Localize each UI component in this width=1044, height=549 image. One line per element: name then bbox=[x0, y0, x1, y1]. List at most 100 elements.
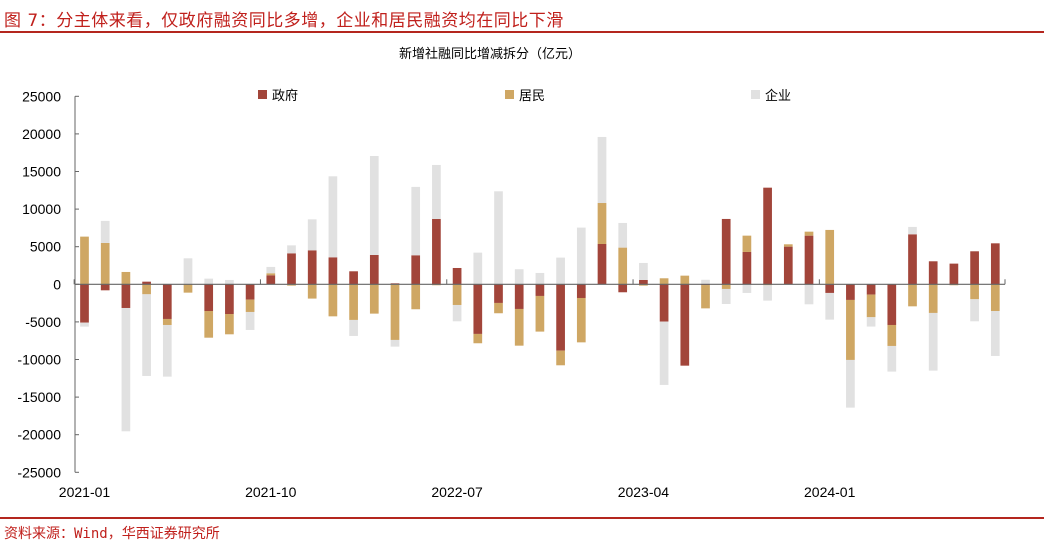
chart-title: 新增社融同比增减拆分（亿元） bbox=[399, 46, 581, 62]
legend-label-企业: 企业 bbox=[765, 88, 791, 104]
x-tick-label: 2021-10 bbox=[245, 484, 297, 500]
x-tick-label: 2024-01 bbox=[804, 484, 856, 500]
bar-企业-2022-03 bbox=[369, 156, 379, 255]
bar-政府-2024-06 bbox=[928, 261, 938, 285]
bar-政府-2021-09 bbox=[245, 284, 255, 300]
bar-政府-2024-08 bbox=[970, 251, 979, 285]
bar-企业-2022-08 bbox=[473, 252, 483, 285]
bar-居民-2023-11 bbox=[783, 244, 793, 247]
legend-label-政府: 政府 bbox=[272, 89, 298, 104]
legend-label-居民: 居民 bbox=[519, 89, 545, 104]
bar-政府-2024-02 bbox=[846, 284, 855, 300]
bar-政府-2021-02 bbox=[100, 284, 110, 291]
bar-居民-2024-09 bbox=[990, 284, 1000, 311]
bar-政府-2022-06 bbox=[432, 218, 441, 285]
bar-企业-2023-08 bbox=[721, 288, 731, 305]
bar-居民-2022-08 bbox=[473, 333, 483, 344]
figure-title: 图 7：分主体来看，仅政府融资同比多增，企业和居民融资均在同比下滑 bbox=[4, 11, 564, 31]
bar-企业-2022-06 bbox=[432, 164, 441, 219]
bar-企业-2021-09 bbox=[245, 311, 255, 330]
bar-居民-2024-02 bbox=[846, 299, 855, 360]
bar-居民-2023-09 bbox=[742, 235, 752, 252]
bar-政府-2024-07 bbox=[949, 263, 959, 285]
bar-企业-2022-05 bbox=[411, 186, 421, 256]
bar-居民-2021-04 bbox=[142, 284, 151, 295]
bars bbox=[80, 136, 1000, 432]
bar-居民-2024-08 bbox=[970, 284, 979, 300]
bar-居民-2022-12 bbox=[556, 350, 565, 366]
legend-swatch-居民 bbox=[505, 90, 514, 99]
bar-企业-2021-10 bbox=[266, 266, 276, 274]
bar-企业-2023-03 bbox=[618, 222, 628, 248]
bar-企业-2021-07 bbox=[204, 278, 214, 285]
bar-居民-2021-08 bbox=[225, 314, 234, 335]
bar-政府-2024-04 bbox=[887, 284, 897, 325]
bar-政府-2022-08 bbox=[473, 284, 483, 334]
bar-政府-2021-04 bbox=[142, 281, 151, 285]
bar-企业-2023-04 bbox=[639, 262, 648, 280]
bar-企业-2021-04 bbox=[142, 294, 151, 376]
legend-swatch-企业 bbox=[751, 90, 760, 99]
bar-居民-2023-01 bbox=[576, 297, 586, 343]
bar-政府-2023-02 bbox=[597, 243, 607, 285]
bar-居民-2024-05 bbox=[908, 284, 917, 307]
y-tick-label: 25000 bbox=[22, 88, 61, 104]
bar-企业-2022-09 bbox=[494, 191, 503, 285]
x-tick-label: 2022-07 bbox=[431, 484, 483, 500]
bar-政府-2023-04 bbox=[639, 279, 648, 285]
bar-居民-2022-10 bbox=[514, 308, 524, 346]
bar-政府-2022-12 bbox=[556, 284, 565, 351]
title-divider bbox=[0, 31, 1044, 33]
bar-企业-2021-06 bbox=[183, 258, 193, 285]
bar-企业-2024-03 bbox=[866, 317, 876, 327]
bar-企业-2022-12 bbox=[556, 257, 565, 285]
source-note: 资料来源：Wind，华西证券研究所 bbox=[4, 526, 220, 542]
bar-居民-2021-03 bbox=[121, 271, 131, 285]
y-tick-label: -5000 bbox=[25, 314, 61, 330]
bar-企业-2023-05 bbox=[659, 321, 669, 385]
bar-政府-2023-03 bbox=[618, 284, 628, 293]
bar-政府-2023-06 bbox=[680, 284, 690, 366]
y-tick-label: -20000 bbox=[17, 427, 61, 443]
bar-企业-2023-02 bbox=[597, 136, 607, 204]
y-tick-label: 15000 bbox=[22, 164, 61, 180]
bar-政府-2023-05 bbox=[659, 284, 669, 322]
bar-政府-2021-11 bbox=[287, 253, 296, 285]
bar-企业-2022-01 bbox=[328, 176, 338, 258]
bar-企业-2023-01 bbox=[576, 227, 586, 285]
bar-政府-2024-01 bbox=[825, 284, 835, 293]
y-tick-label: 20000 bbox=[22, 126, 61, 142]
bar-居民-2023-02 bbox=[597, 203, 607, 244]
bar-居民-2021-11 bbox=[287, 284, 296, 286]
bar-企业-2021-01 bbox=[80, 322, 89, 327]
bar-企业-2022-11 bbox=[535, 272, 545, 285]
legend: 政府 居民 企业 bbox=[258, 88, 791, 104]
bar-政府-2023-01 bbox=[576, 284, 586, 298]
bar-政府-2022-09 bbox=[494, 284, 503, 303]
bar-居民-2021-12 bbox=[307, 284, 317, 299]
bar-企业-2024-06 bbox=[928, 312, 938, 371]
bar-政府-2021-01 bbox=[80, 284, 89, 323]
bar-企业-2023-09 bbox=[742, 284, 752, 293]
bar-居民-2022-01 bbox=[328, 284, 338, 317]
bar-政府-2022-10 bbox=[514, 284, 524, 309]
bar-居民-2021-06 bbox=[183, 284, 193, 293]
bar-居民-2022-07 bbox=[452, 284, 462, 305]
bar-居民-2023-12 bbox=[804, 231, 814, 236]
bar-居民-2023-03 bbox=[618, 247, 628, 285]
bar-企业-2022-02 bbox=[349, 319, 358, 336]
y-tick-label: -15000 bbox=[17, 389, 61, 405]
bar-企业-2021-03 bbox=[121, 307, 131, 432]
bar-居民-2023-04 bbox=[639, 284, 648, 286]
bar-政府-2021-03 bbox=[121, 284, 131, 308]
bar-居民-2021-02 bbox=[100, 242, 110, 285]
bar-企业-2023-07 bbox=[701, 279, 710, 285]
bar-居民-2024-04 bbox=[887, 324, 897, 346]
legend-swatch-政府 bbox=[258, 90, 267, 99]
bar-企业-2024-08 bbox=[970, 299, 979, 322]
bar-企业-2021-05 bbox=[162, 324, 172, 377]
bar-居民-2024-03 bbox=[866, 294, 876, 318]
bar-居民-2022-09 bbox=[494, 302, 503, 314]
bar-居民-2023-05 bbox=[659, 278, 669, 285]
bar-居民-2022-11 bbox=[535, 295, 545, 332]
